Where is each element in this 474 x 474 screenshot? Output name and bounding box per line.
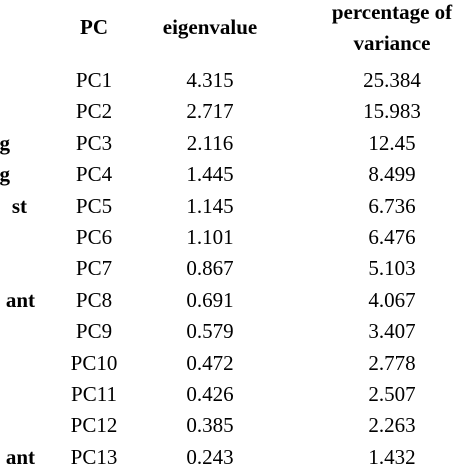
pc-cell: PC13 [70,444,118,469]
pc-cell: PC5 [75,193,113,218]
eigenvalue-cell: 0.243 [186,444,234,469]
row-label: g [0,162,10,187]
eigenvalue-cell: 0.579 [186,319,234,344]
percentage-cell: 4.067 [368,287,416,312]
pc-cell: PC8 [75,287,113,312]
eigenvalue-cell: 0.691 [186,287,234,312]
eigenvalue-cell: 1.145 [186,193,234,218]
percentage-cell: 6.736 [368,193,416,218]
eigenvalue-cell: 2.717 [186,99,234,124]
row-label: ant [5,287,35,312]
pc-cell: PC2 [75,99,113,124]
pc-cell: PC7 [75,256,113,281]
header-percentage: percentage of [331,0,453,24]
header-percentage: variance [353,31,431,55]
pc-cell: PC11 [71,382,117,406]
percentage-cell: 2.507 [368,382,416,406]
percentage-cell: 25.384 [363,68,421,92]
pc-cell: PC10 [70,350,118,375]
row-label: st [11,193,27,218]
pc-cell: PC6 [75,225,113,249]
percentage-cell: 12.45 [368,130,416,155]
eigenvalue-cell: 4.315 [186,68,234,92]
eigenvalue-cell: 1.101 [186,225,234,249]
row-label: g [0,130,10,155]
percentage-cell: 2.263 [368,413,416,438]
percentage-cell: 3.407 [368,319,416,344]
header-pc: PC [80,15,108,39]
eigenvalue-cell: 0.867 [186,256,234,281]
pc-cell: PC3 [75,130,113,155]
pc-cell: PC12 [70,413,118,438]
percentage-cell: 5.103 [368,256,416,281]
eigenvalue-cell: 1.445 [186,162,234,187]
percentage-cell: 1.432 [368,444,416,469]
row-label: ant [5,444,35,469]
percentage-cell: 15.983 [363,99,421,124]
eigenvalue-cell: 0.472 [186,350,234,375]
eigenvalue-cell: 2.116 [186,130,234,155]
eigenvalue-cell: 0.385 [186,413,234,438]
percentage-cell: 6.476 [368,225,416,249]
pc-cell: PC9 [75,319,113,344]
percentage-cell: 8.499 [368,162,416,187]
eigenvalue-cell: 0.426 [186,382,234,406]
pc-cell: PC1 [75,68,113,92]
pc-cell: PC4 [75,162,113,187]
header-eigenvalue: eigenvalue [162,15,258,39]
percentage-cell: 2.778 [368,350,416,375]
